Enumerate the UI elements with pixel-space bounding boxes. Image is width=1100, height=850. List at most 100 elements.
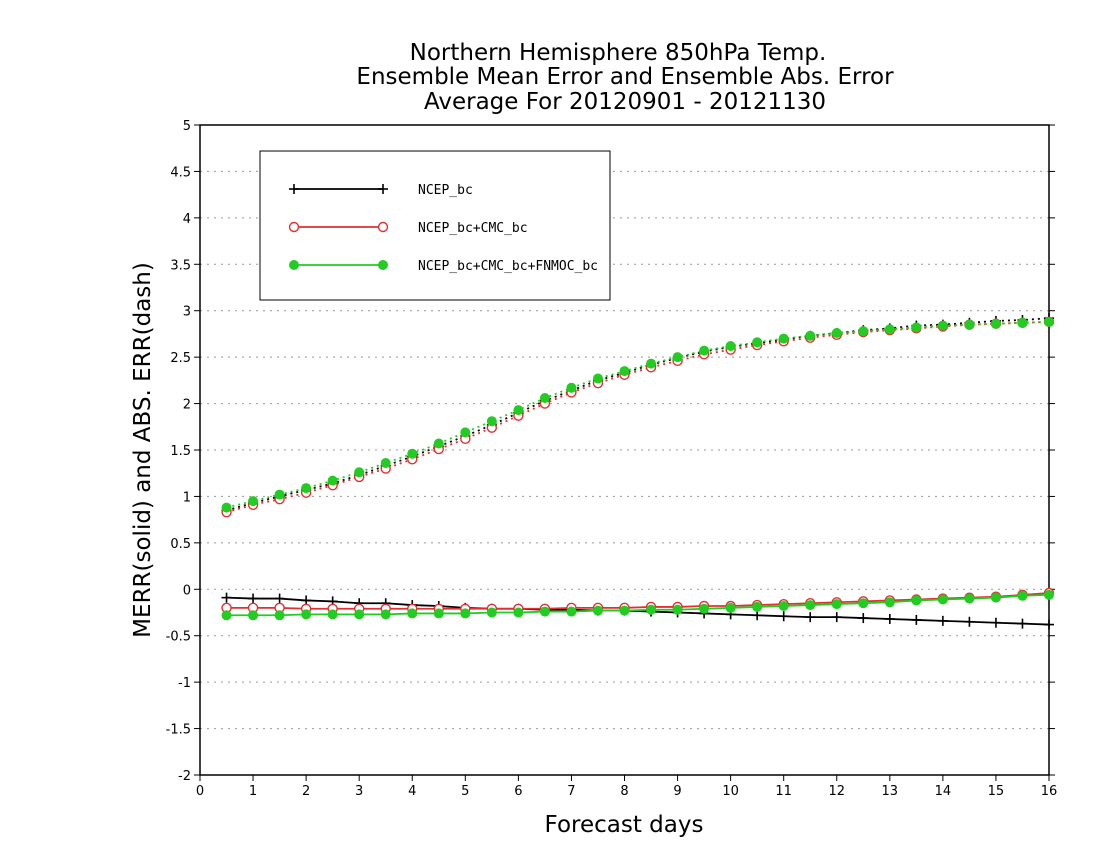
merr-point <box>380 609 391 620</box>
legend-label: NCEP_bc+CMC_bc <box>418 221 528 236</box>
y-tick-labels: -2 -1.5 -1 -0.5 0 0.5 1 1.5 2 2.5 3 3.5 4 4.5 5 <box>166 119 191 784</box>
y-tick-label: 0.5 <box>170 537 191 552</box>
abs-err-point <box>858 326 869 337</box>
axis-ticks <box>194 124 1055 781</box>
merr-point <box>221 610 232 621</box>
abs-err-point <box>964 319 975 330</box>
abs-err-point <box>274 489 285 500</box>
abs-err-point <box>433 438 444 449</box>
abs-err-point <box>672 352 683 363</box>
merr-point <box>672 604 683 615</box>
merr-point <box>752 601 763 612</box>
legend-marker <box>289 184 299 194</box>
abs-err-point <box>831 328 842 338</box>
chart-title: Northern Hemisphere 850hPa Temp. Ensembl… <box>356 40 894 115</box>
legend-marker <box>378 260 388 270</box>
merr-point <box>778 601 789 611</box>
title-line-1: Northern Hemisphere 850hPa Temp. <box>410 40 827 66</box>
abs-err-point <box>1017 317 1028 328</box>
abs-err-point <box>646 358 657 369</box>
x-tick-labels: 0 1 2 3 4 5 6 7 8 9 10 11 12 13 14 15 16 <box>196 784 1057 799</box>
abs-err-point <box>513 405 524 416</box>
merr-point <box>433 608 444 619</box>
abs-err-point <box>566 382 577 393</box>
x-tick-label: 2 <box>302 784 310 799</box>
merr-line <box>226 596 1050 626</box>
merr-point <box>805 600 816 611</box>
y-tick-label: 5 <box>183 119 191 134</box>
merr-point <box>1017 590 1028 601</box>
series-2 <box>221 316 1054 621</box>
y-tick-label: 3.5 <box>170 258 191 273</box>
x-axis-label: Forecast days <box>545 812 704 838</box>
abs-err-point <box>725 341 736 351</box>
x-tick-label: 7 <box>567 784 575 799</box>
y-tick-label: 3 <box>183 305 191 320</box>
merr-point <box>964 593 975 604</box>
legend-item: NCEP_bc+CMC_bc+FNMOC_bc <box>289 259 598 274</box>
merr-line <box>226 593 1050 617</box>
abs-err-point <box>911 322 922 333</box>
merr-point <box>354 609 365 620</box>
merr-point <box>990 592 1001 603</box>
series-0 <box>221 313 1054 630</box>
merr-point <box>937 615 948 626</box>
abs-err-point <box>592 373 603 384</box>
merr-point <box>248 593 259 604</box>
merr-point <box>725 602 736 613</box>
grid <box>200 170 1049 730</box>
series-1 <box>221 316 1055 614</box>
merr-point <box>831 599 842 610</box>
legend-box <box>259 150 611 301</box>
x-tick-label: 13 <box>882 784 899 799</box>
legend-label: NCEP_bc+CMC_bc+FNMOC_bc <box>418 259 598 274</box>
merr-point <box>539 606 550 617</box>
series-layer <box>221 313 1055 630</box>
legend-label: NCEP_bc <box>418 183 473 198</box>
abs-err-point <box>486 416 497 427</box>
y-tick-label: 0 <box>183 583 191 598</box>
merr-point <box>964 616 975 627</box>
merr-point <box>646 604 657 615</box>
x-tick-label: 12 <box>828 784 845 799</box>
merr-point <box>619 605 630 616</box>
merr-point <box>248 610 259 621</box>
abs-err-point <box>407 448 418 459</box>
abs-err-line <box>226 317 1050 512</box>
abs-err-point <box>805 330 816 341</box>
merr-point <box>274 610 285 621</box>
abs-err-point <box>1044 316 1054 327</box>
y-tick-label: -1.5 <box>166 723 191 738</box>
abs-err-point <box>327 475 338 486</box>
abs-err-line <box>226 320 1050 514</box>
merr-point <box>990 617 1001 628</box>
y-tick-label: -1 <box>178 676 191 691</box>
x-tick-label: 14 <box>935 784 952 799</box>
x-tick-label: 0 <box>196 784 204 799</box>
x-tick-label: 8 <box>620 784 628 799</box>
merr-point <box>937 594 948 605</box>
title-line-2: Ensemble Mean Error and Ensemble Abs. Er… <box>356 64 894 90</box>
merr-point <box>858 613 869 624</box>
x-tick-label: 4 <box>408 784 416 799</box>
abs-err-point <box>221 502 232 513</box>
abs-err-point <box>752 337 763 348</box>
abs-err-point <box>619 366 630 377</box>
y-axis-label: MERR(solid) and ABS. ERR(dash) <box>130 262 156 638</box>
merr-point <box>699 603 710 614</box>
x-tick-label: 1 <box>249 784 257 799</box>
y-tick-label: 1 <box>183 490 191 505</box>
merr-point <box>221 592 232 603</box>
merr-point <box>911 614 922 625</box>
abs-err-point <box>539 393 550 403</box>
abs-err-point <box>380 458 391 468</box>
merr-point <box>407 608 418 619</box>
y-tick-label: 2.5 <box>170 351 191 366</box>
x-tick-label: 6 <box>514 784 522 799</box>
merr-point <box>858 598 869 609</box>
legend-marker <box>377 221 389 233</box>
abs-err-point <box>937 320 948 331</box>
merr-point <box>486 607 497 618</box>
abs-err-point <box>990 318 1001 329</box>
merr-point <box>513 607 524 618</box>
